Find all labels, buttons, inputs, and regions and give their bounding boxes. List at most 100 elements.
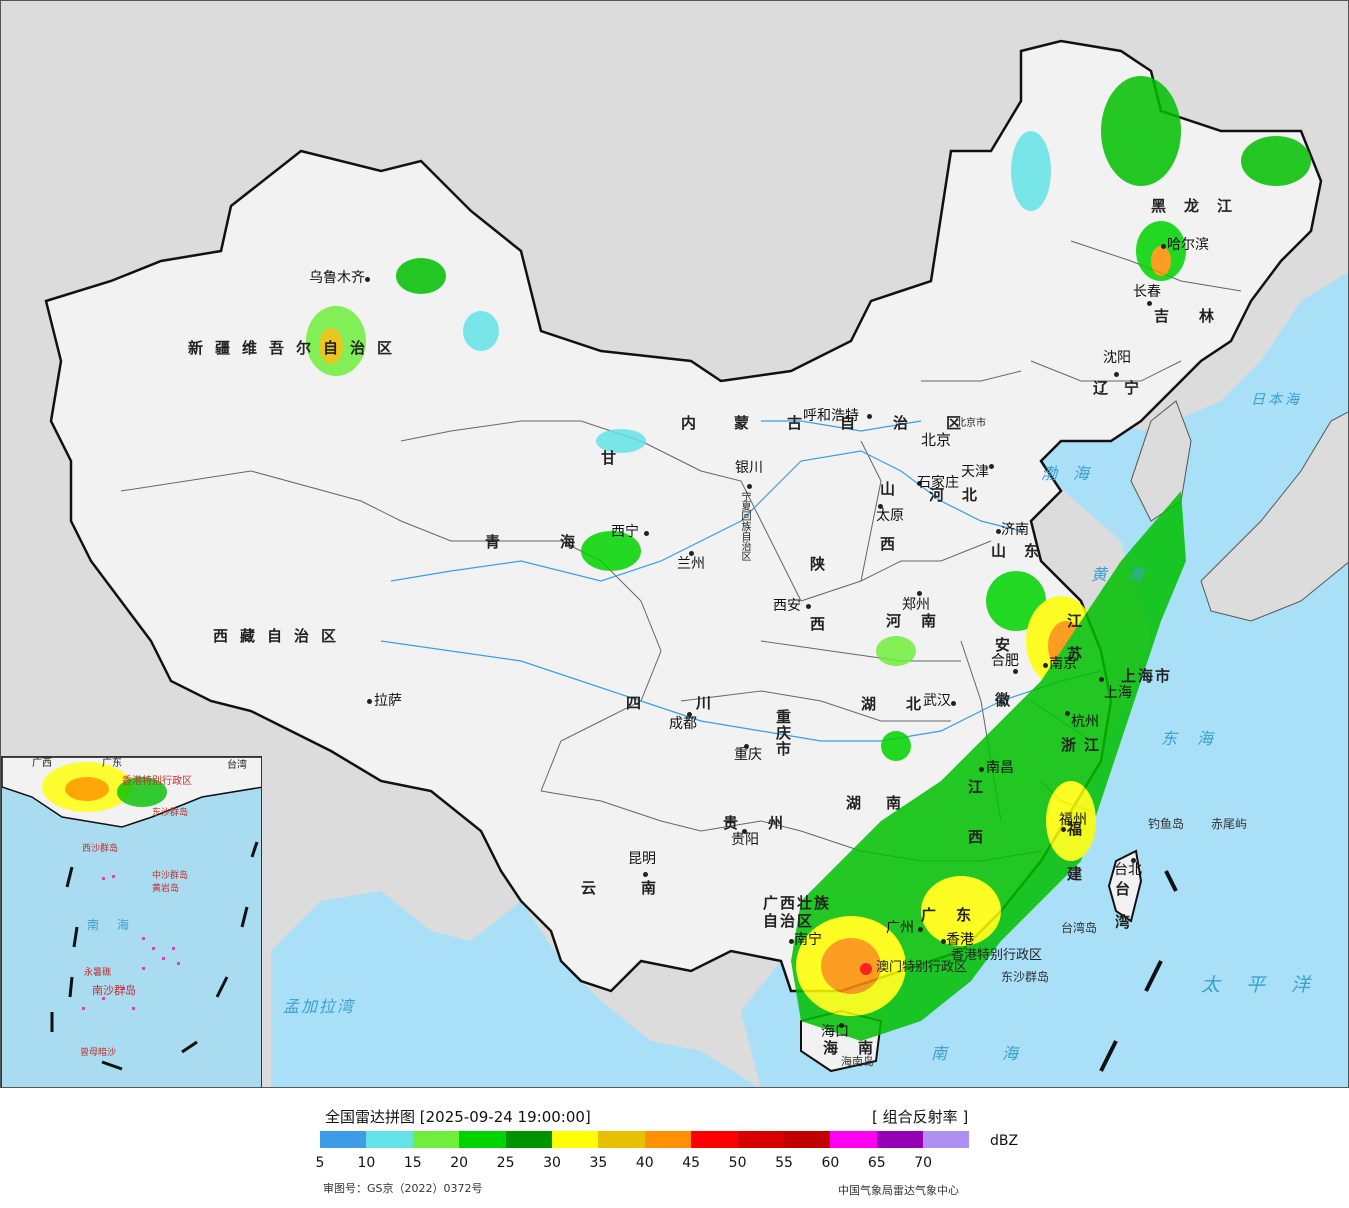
city-label: 济南 <box>1001 522 1029 538</box>
province-label: 江西 <box>966 779 984 879</box>
color-scale <box>320 1131 970 1148</box>
inset-label: 西沙群岛 <box>82 844 119 854</box>
legend-tick: 35 <box>589 1155 608 1171</box>
color-swatch <box>830 1131 877 1148</box>
province-label: 云南 <box>581 879 702 897</box>
inset-label: 永暑礁 <box>84 968 112 978</box>
legend-tick: 40 <box>635 1155 654 1171</box>
city-dot <box>1161 244 1166 249</box>
province-label: 海南 <box>823 1039 894 1057</box>
province-label: 甘 <box>601 449 629 467</box>
sea-label: 黄海 <box>1091 565 1164 584</box>
city-dot <box>979 767 984 772</box>
inset-label: 中沙群岛 <box>152 871 189 881</box>
province-label: 新疆维吾尔自治区 <box>188 339 405 357</box>
province-label: 西藏自治区 <box>213 627 349 645</box>
map-base <box>44 39 1348 1087</box>
province-label: 福建 <box>1065 821 1083 911</box>
legend-tick: 65 <box>867 1155 886 1171</box>
city-label: 香港 <box>946 932 974 948</box>
color-swatch <box>923 1131 970 1148</box>
island-label: 台湾岛 <box>1061 921 1098 935</box>
color-swatch <box>876 1131 924 1148</box>
city-label: 石家庄 <box>917 475 959 491</box>
city-label: 呼和浩特 <box>803 408 859 424</box>
city-dot <box>742 829 747 834</box>
city-label: 北京 <box>921 431 952 449</box>
province-label: 湖南 <box>846 794 927 812</box>
city-label: 乌鲁木齐 <box>309 270 365 286</box>
legend-product: [ 组合反射率 ] <box>872 1108 969 1126</box>
province-label: 广西壮族自治区 <box>763 894 832 930</box>
color-swatch <box>737 1131 784 1148</box>
city-dot <box>367 699 372 704</box>
color-swatch <box>505 1131 552 1148</box>
source-label: 中国气象局雷达气象中心 <box>838 1184 959 1197</box>
legend: 全国雷达拼图 [2025-09-24 19:00:00] [ 组合反射率 ] d… <box>0 1088 1349 1208</box>
city-dot <box>806 604 811 609</box>
sea-label: 孟加拉湾 <box>283 997 356 1016</box>
city-dot <box>744 744 749 749</box>
island-label: 海南岛 <box>841 1055 874 1068</box>
city-dot <box>644 531 649 536</box>
city-dot <box>643 872 648 877</box>
province-label: 江苏 <box>1065 613 1083 679</box>
city-dot <box>789 939 794 944</box>
city-label: 上海 <box>1104 685 1132 701</box>
inset-label: 南海 <box>87 918 148 932</box>
province-label: 广东 <box>921 906 992 924</box>
legend-tick: 50 <box>728 1155 747 1171</box>
city-dot <box>839 1023 844 1028</box>
inset-label: 广东 <box>102 758 122 769</box>
legend-unit: dBZ <box>990 1133 1019 1149</box>
city-dot <box>996 529 1001 534</box>
province-label: 安徽 <box>993 637 1011 747</box>
province-label: 河南 <box>886 612 957 630</box>
city-label: 昆明 <box>628 851 656 867</box>
legend-tick: 55 <box>775 1155 793 1171</box>
inset-map <box>2 757 261 1071</box>
city-label: 台北 <box>1114 862 1142 878</box>
sea-label: 东海 <box>1161 729 1234 748</box>
city-dot <box>951 701 956 706</box>
city-dot <box>941 939 946 944</box>
city-label: 南昌 <box>986 760 1014 776</box>
legend-tick: 25 <box>496 1155 515 1171</box>
province-label: 澳门特别行政区 <box>876 960 968 975</box>
legend-tick: 70 <box>914 1155 933 1171</box>
radar-map: 新疆维吾尔自治区 西藏自治区 青海 甘 四川 云南 内蒙古自治区 黑龙江 吉林 … <box>0 0 1349 1088</box>
city-dot <box>1114 372 1119 377</box>
legend-tick: 5 <box>315 1155 325 1171</box>
inset-label: 台湾 <box>227 760 247 771</box>
city-label: 广州 <box>886 920 914 936</box>
sea-label: 太平洋 <box>1201 974 1337 996</box>
province-label: 青海 <box>485 533 636 551</box>
sea-label: 南海 <box>931 1044 1074 1063</box>
legend-tick: 60 <box>821 1155 840 1171</box>
city-dot <box>1043 663 1048 668</box>
province-label: 台湾 <box>1113 881 1131 947</box>
approval-number: 审图号：GS京（2022）0372号 <box>323 1182 483 1195</box>
province-label: 陕西 <box>808 556 826 676</box>
island-label: 东沙群岛 <box>1001 970 1050 984</box>
city-label: 太原 <box>876 508 904 524</box>
province-label: 湖北 <box>861 695 952 713</box>
city-label: 重庆 <box>734 747 762 763</box>
city-dot <box>918 927 923 932</box>
city-label: 海口 <box>821 1024 849 1040</box>
sea-label: 日本海 <box>1251 392 1302 408</box>
legend-tick: 20 <box>450 1155 469 1171</box>
city-label: 沈阳 <box>1103 350 1131 366</box>
city-dot <box>689 551 694 556</box>
sea-label: 渤海 <box>1041 464 1106 483</box>
province-label: 吉林 <box>1154 307 1245 325</box>
city-label: 银川 <box>735 460 763 476</box>
city-label: 成都 <box>669 716 697 732</box>
city-label: 北京市 <box>956 418 986 429</box>
province-label: 山西 <box>878 481 896 591</box>
city-dot <box>687 712 692 717</box>
province-label: 黑龙江 <box>1151 197 1251 215</box>
island-label: 赤尾屿 <box>1211 817 1248 831</box>
color-swatch <box>783 1131 831 1148</box>
city-dot <box>1013 669 1018 674</box>
